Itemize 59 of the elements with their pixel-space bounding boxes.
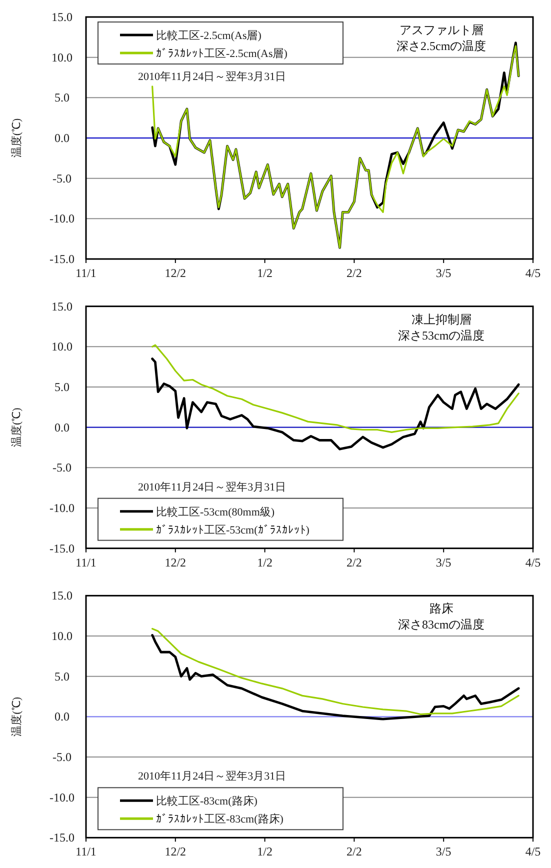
y-tick-label: -15.0 xyxy=(50,252,74,266)
legend-label: 比較工区-53cm(80mm級) xyxy=(156,505,275,518)
text: 凍上抑制層 xyxy=(411,312,472,326)
x-tick-label: 3/5 xyxy=(436,555,452,570)
x-tick-label: 2/2 xyxy=(346,266,362,280)
legend-label: 比較工区-83cm(路床) xyxy=(156,794,258,808)
x-tick-label: 4/5 xyxy=(525,555,541,570)
x-tick-label: 12/2 xyxy=(164,266,186,280)
y-tick-label: 10.0 xyxy=(52,629,72,643)
x-tick-label: 11/1 xyxy=(76,266,96,280)
y-tick-label: -5.0 xyxy=(52,460,72,475)
y-tick-label: 0.0 xyxy=(54,131,70,145)
y-tick-label: -5.0 xyxy=(52,750,72,764)
y-axis-title: 温度(℃) xyxy=(10,407,23,447)
annotation: 2010年11月24日～翌年3月31日 xyxy=(138,71,286,83)
y-axis-title: 温度(℃) xyxy=(10,696,23,736)
text: 深さ53cmの温度 xyxy=(398,328,485,342)
y-tick-label: 5.0 xyxy=(54,380,70,394)
x-tick-label: 4/5 xyxy=(525,844,541,859)
y-tick-label: 10.0 xyxy=(52,50,72,64)
x-tick-label: 1/2 xyxy=(257,555,272,570)
annotation: 2010年11月24日～翌年3月31日 xyxy=(138,481,286,494)
x-tick-label: 4/5 xyxy=(525,266,541,280)
annotation: 2010年11月24日～翌年3月31日 xyxy=(138,770,286,783)
text: アスファルト層 xyxy=(399,23,484,37)
x-tick-label: 12/2 xyxy=(164,555,186,570)
y-tick-label: -10.0 xyxy=(50,501,74,515)
x-tick-label: 11/1 xyxy=(76,555,96,570)
text: 深さ83cmの温度 xyxy=(398,618,485,632)
x-tick-label: 3/5 xyxy=(436,844,452,859)
text: 路床 xyxy=(429,602,454,616)
x-tick-label: 2/2 xyxy=(346,555,362,570)
line-series xyxy=(152,344,520,433)
legend-label: ｶﾞﾗｽｶﾚｯﾄ工区-2.5cm(As層) xyxy=(156,47,288,60)
y-tick-label: -15.0 xyxy=(50,830,74,845)
y-tick-label: 15.0 xyxy=(52,10,72,24)
y-tick-label: -10.0 xyxy=(50,790,74,804)
x-tick-label: 11/1 xyxy=(76,844,96,859)
x-tick-label: 1/2 xyxy=(257,266,272,280)
x-tick-label: 1/2 xyxy=(257,844,272,859)
y-tick-label: 10.0 xyxy=(52,340,72,354)
y-tick-label: -10.0 xyxy=(50,212,74,226)
y-tick-label: 15.0 xyxy=(52,299,72,314)
y-tick-label: 15.0 xyxy=(52,588,72,603)
y-tick-label: 0.0 xyxy=(54,710,70,724)
y-tick-label: -5.0 xyxy=(52,171,72,186)
y-axis-title: 温度(℃) xyxy=(10,118,23,158)
y-tick-label: 5.0 xyxy=(54,90,70,105)
line-series xyxy=(151,358,520,450)
text: 深さ2.5cmの温度 xyxy=(396,39,486,53)
y-tick-label: 0.0 xyxy=(54,420,70,434)
x-tick-label: 3/5 xyxy=(436,266,452,280)
legend-label: 比較工区-2.5cm(As層) xyxy=(156,29,262,42)
legend-label: ｶﾞﾗｽｶﾚｯﾄ工区-53cm(ｶﾞﾗｽｶﾚｯﾄ) xyxy=(156,523,310,536)
y-tick-label: 5.0 xyxy=(54,669,70,684)
x-tick-label: 2/2 xyxy=(346,844,362,859)
legend-label: ｶﾞﾗｽｶﾚｯﾄ工区-83cm(路床) xyxy=(156,812,284,826)
x-tick-label: 12/2 xyxy=(164,844,186,859)
y-tick-label: -15.0 xyxy=(50,541,74,556)
